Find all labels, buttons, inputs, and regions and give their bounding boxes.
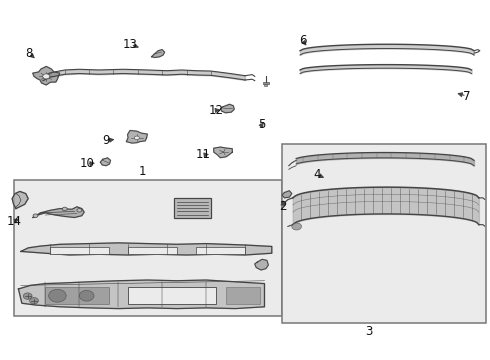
Bar [225, 287, 260, 304]
Circle shape [77, 208, 82, 212]
Polygon shape [100, 158, 111, 166]
Polygon shape [282, 191, 292, 198]
Bar [128, 247, 177, 253]
Polygon shape [126, 130, 147, 143]
Text: 3: 3 [366, 325, 373, 338]
Text: 9: 9 [102, 134, 110, 147]
Text: 13: 13 [123, 38, 138, 51]
FancyBboxPatch shape [282, 144, 486, 323]
Circle shape [79, 291, 94, 301]
Text: 6: 6 [299, 34, 306, 47]
Bar [174, 198, 211, 217]
Text: 8: 8 [25, 47, 33, 60]
Text: 14: 14 [7, 215, 22, 228]
Bar [265, 84, 268, 86]
Bar [174, 198, 211, 217]
Polygon shape [33, 66, 60, 85]
Polygon shape [220, 104, 234, 113]
Bar [50, 247, 109, 253]
Bar [263, 82, 269, 84]
Text: 1: 1 [139, 165, 147, 177]
Polygon shape [214, 147, 232, 158]
Polygon shape [21, 243, 272, 255]
Polygon shape [151, 50, 165, 58]
Circle shape [33, 214, 38, 217]
Circle shape [24, 293, 32, 299]
Text: 11: 11 [196, 148, 211, 162]
Text: 2: 2 [279, 200, 287, 213]
Text: 4: 4 [314, 168, 321, 181]
Bar [128, 287, 216, 304]
Circle shape [62, 207, 67, 211]
Circle shape [30, 297, 38, 304]
Text: 7: 7 [463, 90, 470, 103]
Circle shape [49, 289, 66, 302]
Circle shape [134, 136, 139, 140]
FancyBboxPatch shape [14, 180, 282, 316]
Polygon shape [255, 259, 269, 270]
Text: 5: 5 [258, 118, 266, 131]
Polygon shape [12, 192, 28, 208]
Text: 12: 12 [208, 104, 223, 117]
Bar [45, 287, 109, 304]
Circle shape [43, 74, 49, 79]
Polygon shape [19, 280, 265, 309]
Circle shape [292, 223, 301, 230]
Bar [196, 247, 245, 253]
Text: 10: 10 [79, 157, 94, 170]
Polygon shape [33, 207, 84, 217]
